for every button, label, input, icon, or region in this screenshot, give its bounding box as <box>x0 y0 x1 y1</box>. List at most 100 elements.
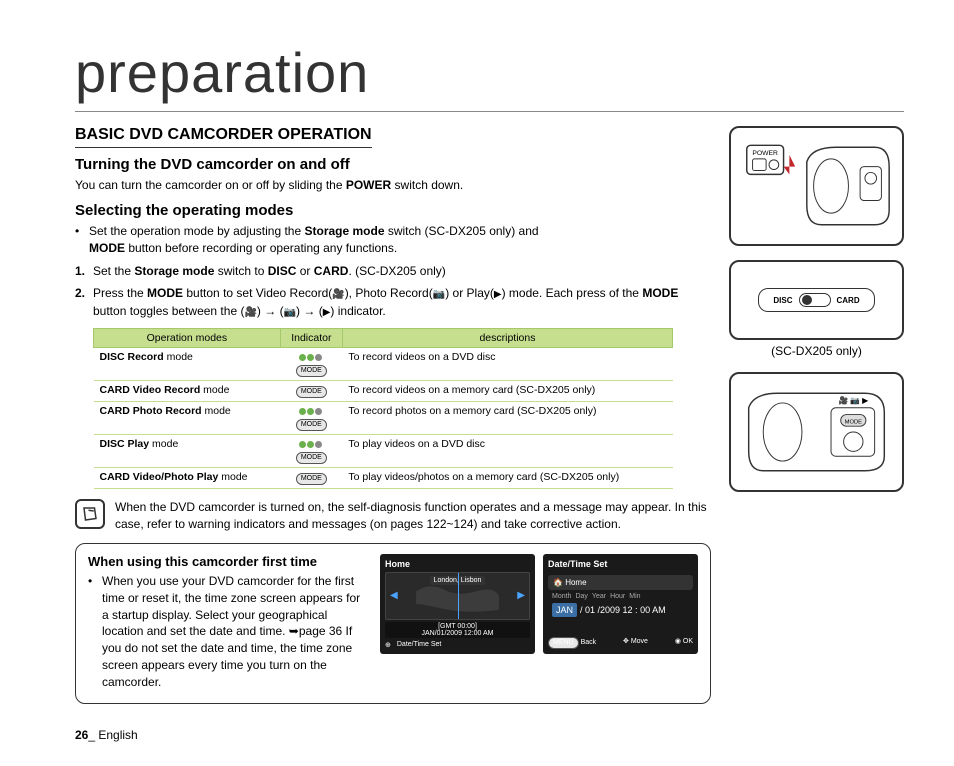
th-desc: descriptions <box>342 329 672 348</box>
note-icon <box>75 499 105 529</box>
mode-button-diagram: 🎥 📷 ▶ MODE <box>729 372 904 492</box>
move-icon: ✥ <box>623 638 629 645</box>
section-heading: BASIC DVD CAMCORDER OPERATION <box>75 126 372 148</box>
cell-desc: To record videos on a memory card (SC-DX… <box>342 381 672 402</box>
card-label: CARD <box>837 296 860 305</box>
s1-b1: Storage mode <box>134 264 214 278</box>
cell-indicator: MODE <box>280 348 342 381</box>
lbl-hour: Hour <box>610 593 625 600</box>
screen1-footer: Date/Time Set <box>397 641 441 648</box>
b1-b2: MODE <box>89 241 125 255</box>
operation-modes-table: Operation modes Indicator descriptions D… <box>93 328 673 489</box>
cell-mode: CARD Video Record mode <box>94 381 281 402</box>
s2-m3: ) or Play( <box>445 286 494 300</box>
step-1: 1. Set the Storage mode switch to DISC o… <box>93 262 711 280</box>
s2-m2: ), Photo Record( <box>345 286 433 300</box>
page-number: 26_ English <box>75 728 138 742</box>
disc-label: DISC <box>773 296 792 305</box>
cell-desc: To play videos on a DVD disc <box>342 435 672 468</box>
cell-indicator: MODE <box>280 468 342 489</box>
s1-b2: DISC <box>268 264 297 278</box>
bullet-storage-mode: Set the operation mode by adjusting the … <box>89 223 711 257</box>
cell-indicator: MODE <box>280 402 342 435</box>
diagram2-caption: (SC-DX205 only) <box>729 344 904 358</box>
table-row: DISC Play modeMODETo play videos on a DV… <box>94 435 673 468</box>
screen2-title: Date/Time Set <box>548 559 693 569</box>
lbl-year: Year <box>592 593 606 600</box>
selected-month: JAN <box>552 603 577 617</box>
gmt-label: [GMT 00:00] <box>438 623 477 630</box>
subheading-turning-on-off: Turning the DVD camcorder on and off <box>75 156 711 173</box>
s2-pre: Press the <box>93 286 147 300</box>
table-row: CARD Video Record modeMODETo record vide… <box>94 381 673 402</box>
page-title: preparation <box>75 40 904 112</box>
play-icon: ▶ <box>494 287 502 302</box>
text-post: switch down. <box>391 178 463 192</box>
table-row: DISC Record modeMODETo record videos on … <box>94 348 673 381</box>
th-modes: Operation modes <box>94 329 281 348</box>
foot-back: Back <box>581 639 597 646</box>
s2-a2: ) → ( <box>296 304 323 318</box>
s2-m5: button toggles between the ( <box>93 304 244 318</box>
cell-mode: DISC Play mode <box>94 435 281 468</box>
th-indicator: Indicator <box>280 329 342 348</box>
page-lang: _ English <box>88 728 137 742</box>
s2-m1: button to set Video Record( <box>183 286 332 300</box>
home-screen-preview: Home London, Lisbon ◀▶ [GMT 00:00]JAN/01… <box>380 554 535 654</box>
power-switch-diagram: POWER <box>729 126 904 246</box>
cell-desc: To record videos on a DVD disc <box>342 348 672 381</box>
b1-post: button before recording or operating any… <box>125 241 397 255</box>
cell-indicator: MODE <box>280 381 342 402</box>
photo-record-icon: 📷 <box>284 305 296 320</box>
s1-pre: Set the <box>93 264 134 278</box>
date-values: / 01 /2009 12 : 00 AM <box>580 605 666 615</box>
datetime-set-screen: Date/Time Set 🏠 Home Month Day Year Hour… <box>543 554 698 654</box>
screen1-title: Home <box>385 559 530 569</box>
screen1-date: JAN/01/2009 12:00 AM <box>422 630 494 637</box>
switch-pill-icon <box>799 293 831 307</box>
home-icon: 🏠 <box>553 578 565 587</box>
power-label: POWER <box>346 178 391 192</box>
lbl-day: Day <box>575 593 587 600</box>
table-row: CARD Photo Record modeMODETo record phot… <box>94 402 673 435</box>
s1-or: or <box>296 264 313 278</box>
cell-desc: To play videos/photos on a memory card (… <box>342 468 672 489</box>
lbl-month: Month <box>552 593 571 600</box>
b1-mid: switch (SC-DX205 only) and <box>385 224 539 238</box>
page-num-value: 26 <box>75 728 88 742</box>
b1-pre: Set the operation mode by adjusting the <box>89 224 304 238</box>
datetime-set-icon: ⊕ <box>385 641 391 649</box>
note-text: When the DVD camcorder is turned on, the… <box>115 499 711 533</box>
s2-m4: ) mode. Each press of the <box>502 286 643 300</box>
subheading-selecting-modes: Selecting the operating modes <box>75 202 711 219</box>
photo-record-icon: 📷 <box>433 287 445 302</box>
s1-b3: CARD <box>314 264 349 278</box>
s2-b2: MODE <box>642 286 678 300</box>
power-text: POWER <box>752 150 778 157</box>
lbl-min: Min <box>629 593 640 600</box>
cell-desc: To record photos on a memory card (SC-DX… <box>342 402 672 435</box>
b1-b1: Storage mode <box>304 224 384 238</box>
disc-card-switch-diagram: DISC CARD <box>729 260 904 340</box>
turning-on-off-text: You can turn the camcorder on or off by … <box>75 177 711 194</box>
svg-text:🎥 📷 ▶: 🎥 📷 ▶ <box>839 395 870 405</box>
foot-ok: OK <box>683 638 693 645</box>
menu-badge: MENU <box>548 637 579 649</box>
foot-move: Move <box>631 638 648 645</box>
table-row: CARD Video/Photo Play modeMODETo play vi… <box>94 468 673 489</box>
text-pre: You can turn the camcorder on or off by … <box>75 178 346 192</box>
step-2: 2. Press the MODE button to set Video Re… <box>93 284 711 320</box>
s1-mid: switch to <box>214 264 267 278</box>
first-time-title: When using this camcorder first time <box>88 554 368 569</box>
s2-end: ) indicator. <box>330 304 385 318</box>
first-time-box: When using this camcorder first time Whe… <box>75 543 711 704</box>
s2-b1: MODE <box>147 286 183 300</box>
cell-indicator: MODE <box>280 435 342 468</box>
cell-mode: DISC Record mode <box>94 348 281 381</box>
cell-mode: CARD Photo Record mode <box>94 402 281 435</box>
mode-text: MODE <box>845 419 863 425</box>
ok-icon: ◉ <box>675 638 681 645</box>
video-record-icon: 🎥 <box>332 287 344 302</box>
world-map: London, Lisbon ◀▶ <box>385 572 530 620</box>
screen2-home: Home <box>565 578 586 587</box>
